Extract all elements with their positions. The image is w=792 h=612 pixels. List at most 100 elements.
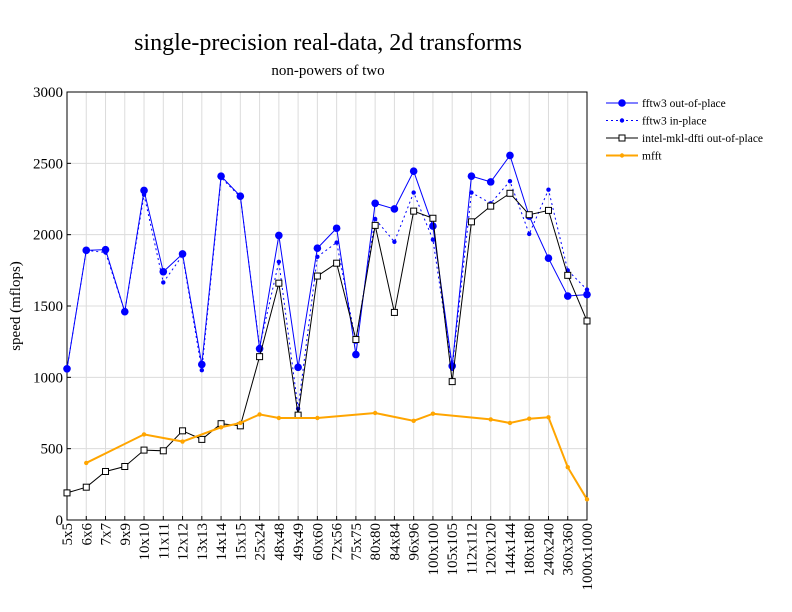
- data-point: [179, 427, 187, 435]
- series-intel-mkl-dfti-out-of-place: [63, 189, 591, 497]
- data-point: [121, 463, 129, 470]
- data-point: [352, 336, 360, 344]
- x-tick-label: 75x75: [349, 523, 365, 561]
- x-tick-label: 5x5: [60, 523, 76, 546]
- y-tick-label: 1500: [33, 299, 63, 315]
- data-point: [199, 368, 205, 373]
- series-layer: [63, 151, 591, 502]
- data-point: [487, 202, 495, 210]
- data-point: [332, 224, 341, 233]
- data-point: [275, 231, 283, 240]
- data-point: [275, 279, 283, 287]
- chart-title: single-precision real-data, 2d transform…: [134, 30, 522, 56]
- data-point: [64, 366, 70, 371]
- data-point: [82, 483, 90, 491]
- x-tick-label: 6x6: [79, 523, 95, 546]
- data-point: [238, 420, 243, 426]
- y-tick-label: 2500: [33, 156, 63, 172]
- y-tick-label: 500: [41, 442, 64, 458]
- data-point: [544, 206, 552, 214]
- legend-marker: [618, 134, 626, 142]
- legend-label: fftw3 in-place: [642, 116, 707, 128]
- data-point: [563, 292, 572, 300]
- x-tick-label: 48x48: [272, 523, 288, 561]
- data-point: [527, 231, 532, 237]
- x-tick-label: 180x180: [522, 523, 538, 576]
- x-tick-label: 120x120: [484, 523, 500, 576]
- data-point: [161, 280, 166, 285]
- data-point: [218, 425, 224, 430]
- x-tick-label: 10x10: [137, 523, 153, 561]
- series-fftw3-in-place: [64, 175, 590, 411]
- data-point: [565, 465, 570, 470]
- data-point: [313, 272, 321, 280]
- data-point: [486, 178, 495, 186]
- data-point: [122, 309, 127, 314]
- x-tick-label: 360x360: [561, 523, 577, 576]
- y-tick-label: 3000: [33, 85, 63, 101]
- x-tick-label: 96x96: [407, 523, 423, 561]
- data-point: [583, 290, 591, 299]
- data-point: [544, 254, 553, 263]
- data-point: [507, 178, 513, 184]
- data-point: [507, 420, 513, 426]
- data-point: [198, 360, 206, 369]
- x-tick-label: 12x12: [176, 523, 192, 561]
- legend-label: mfft: [642, 151, 662, 163]
- series-line: [66, 192, 588, 494]
- data-point: [238, 194, 243, 200]
- data-point: [392, 239, 397, 244]
- data-point: [411, 418, 416, 424]
- data-point: [141, 192, 147, 197]
- data-point: [546, 187, 551, 192]
- data-point: [429, 214, 437, 222]
- legend-label: fftw3 out-of-place: [642, 98, 726, 110]
- y-tick-label: 2000: [33, 228, 63, 244]
- data-point: [84, 248, 89, 253]
- data-point: [372, 216, 378, 222]
- legend-marker: [619, 118, 625, 123]
- data-point: [411, 190, 416, 195]
- data-point: [371, 199, 379, 208]
- data-point: [584, 497, 590, 502]
- data-point: [584, 287, 590, 292]
- data-point: [257, 412, 262, 417]
- data-point: [315, 254, 320, 259]
- x-tick-label: 49x49: [291, 523, 307, 561]
- series-line: [66, 176, 588, 409]
- data-point: [409, 167, 418, 175]
- data-point: [488, 417, 493, 422]
- data-point: [218, 175, 224, 180]
- data-point: [390, 205, 399, 213]
- x-tick-label: 105x105: [445, 523, 461, 576]
- data-point: [390, 308, 398, 316]
- data-point: [63, 489, 71, 497]
- x-tick-label: 60x60: [310, 523, 326, 561]
- data-point: [276, 415, 282, 421]
- data-point: [410, 207, 418, 215]
- data-point: [506, 189, 514, 197]
- x-tick-label: 112x112: [464, 523, 480, 574]
- legend-marker: [619, 153, 625, 158]
- x-tick-label: 240x240: [541, 523, 557, 576]
- data-point: [256, 353, 264, 361]
- data-point: [102, 467, 110, 475]
- data-point: [159, 447, 167, 455]
- data-point: [103, 250, 108, 255]
- data-point: [180, 439, 185, 444]
- legend-marker: [618, 99, 626, 107]
- data-point: [583, 317, 591, 325]
- data-point: [430, 237, 436, 242]
- data-point: [527, 416, 532, 421]
- y-tick-label: 0: [56, 513, 64, 529]
- data-point: [546, 415, 551, 420]
- x-tick-label: 80x80: [368, 523, 384, 561]
- x-tick-label: 25x24: [253, 523, 269, 561]
- series-mfft: [84, 410, 590, 502]
- series-line: [66, 154, 588, 369]
- x-tick-label: 84x84: [387, 523, 403, 561]
- data-point: [372, 410, 378, 416]
- data-point: [448, 378, 456, 386]
- x-tick-label: 72x56: [330, 523, 346, 561]
- data-point: [506, 151, 514, 160]
